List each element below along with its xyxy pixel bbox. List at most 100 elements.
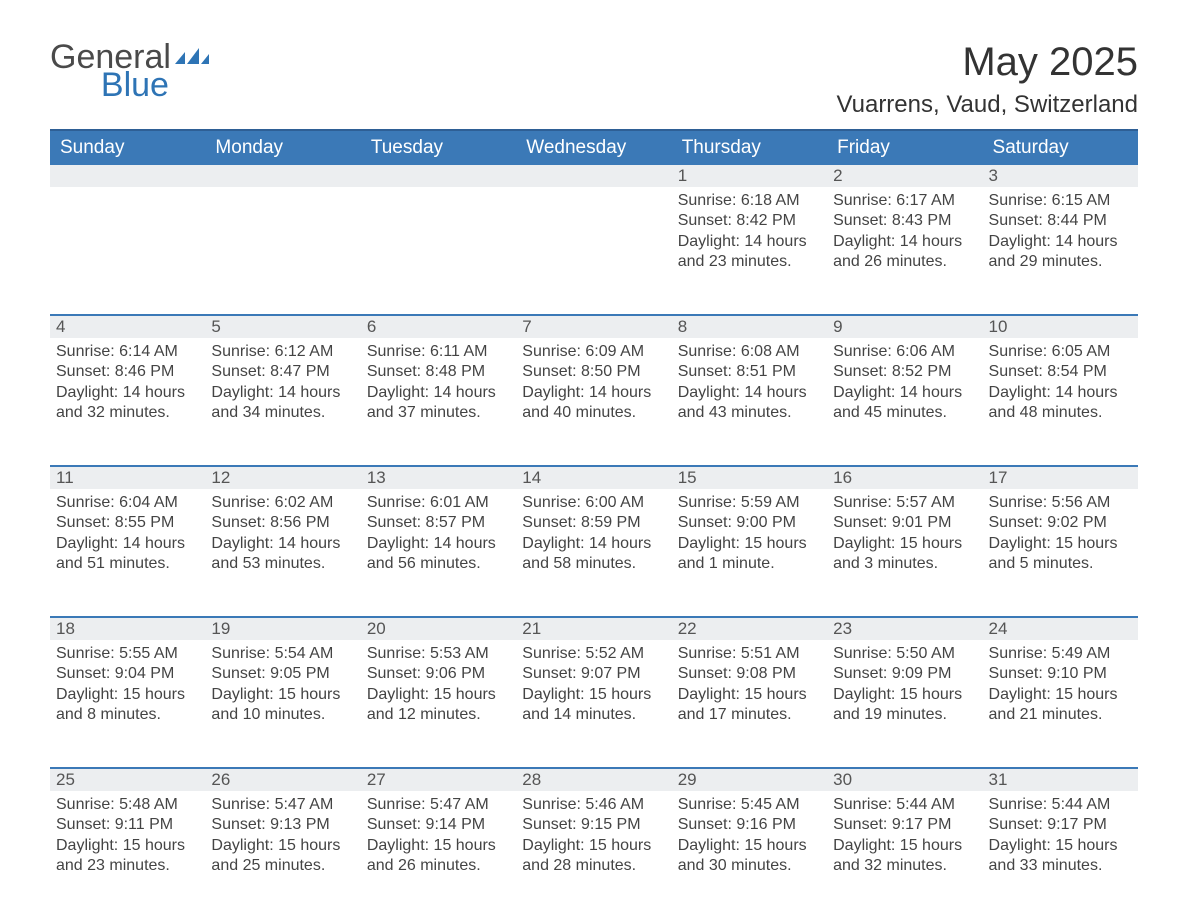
day-body-cell: Sunrise: 5:49 AMSunset: 9:10 PMDaylight:… xyxy=(983,640,1138,768)
day-number: 8 xyxy=(678,317,687,336)
sunrise-text: Sunrise: 6:06 AM xyxy=(833,342,976,362)
day-body-cell: Sunrise: 5:47 AMSunset: 9:14 PMDaylight:… xyxy=(361,791,516,919)
daylight-text: Daylight: 15 hours and 19 minutes. xyxy=(833,685,976,726)
day-number-cell: 30 xyxy=(827,768,982,791)
day-number: 7 xyxy=(522,317,531,336)
day-number: 15 xyxy=(678,468,697,487)
daylight-text: Daylight: 15 hours and 12 minutes. xyxy=(367,685,510,726)
sunset-text: Sunset: 9:13 PM xyxy=(211,815,354,835)
sunset-text: Sunset: 8:51 PM xyxy=(678,362,821,382)
day-number: 19 xyxy=(211,619,230,638)
sunset-text: Sunset: 9:01 PM xyxy=(833,513,976,533)
day-body-cell: Sunrise: 5:57 AMSunset: 9:01 PMDaylight:… xyxy=(827,489,982,617)
day-number-cell: 29 xyxy=(672,768,827,791)
sunrise-text: Sunrise: 5:44 AM xyxy=(989,795,1132,815)
daylight-text: Daylight: 15 hours and 25 minutes. xyxy=(211,836,354,877)
day-number-cell xyxy=(205,165,360,187)
day-number: 24 xyxy=(989,619,1008,638)
day-number-cell: 5 xyxy=(205,315,360,338)
header-row: General Blue May 2025 Vuarrens, Vaud, Sw… xyxy=(50,40,1138,119)
daylight-text: Daylight: 15 hours and 23 minutes. xyxy=(56,836,199,877)
title-block: May 2025 Vuarrens, Vaud, Switzerland xyxy=(837,40,1139,119)
sunrise-text: Sunrise: 6:09 AM xyxy=(522,342,665,362)
daylight-text: Daylight: 14 hours and 29 minutes. xyxy=(989,232,1132,273)
sunrise-text: Sunrise: 5:44 AM xyxy=(833,795,976,815)
day-number: 2 xyxy=(833,166,842,185)
day-number-cell xyxy=(516,165,671,187)
day-body-cell: Sunrise: 5:53 AMSunset: 9:06 PMDaylight:… xyxy=(361,640,516,768)
day-number-cell: 24 xyxy=(983,617,1138,640)
day-body-cell: Sunrise: 6:15 AMSunset: 8:44 PMDaylight:… xyxy=(983,187,1138,315)
sunset-text: Sunset: 8:50 PM xyxy=(522,362,665,382)
sunrise-text: Sunrise: 6:18 AM xyxy=(678,191,821,211)
day-body-cell: Sunrise: 6:02 AMSunset: 8:56 PMDaylight:… xyxy=(205,489,360,617)
day-number-cell: 17 xyxy=(983,466,1138,489)
day-number: 27 xyxy=(367,770,386,789)
sunrise-text: Sunrise: 6:01 AM xyxy=(367,493,510,513)
day-body-cell: Sunrise: 5:59 AMSunset: 9:00 PMDaylight:… xyxy=(672,489,827,617)
sunset-text: Sunset: 8:52 PM xyxy=(833,362,976,382)
day-body-cell: Sunrise: 5:45 AMSunset: 9:16 PMDaylight:… xyxy=(672,791,827,919)
day-number: 11 xyxy=(56,468,74,487)
day-number-cell: 21 xyxy=(516,617,671,640)
daylight-text: Daylight: 14 hours and 23 minutes. xyxy=(678,232,821,273)
daylight-text: Daylight: 15 hours and 17 minutes. xyxy=(678,685,821,726)
day-body-cell: Sunrise: 5:44 AMSunset: 9:17 PMDaylight:… xyxy=(983,791,1138,919)
sunrise-text: Sunrise: 6:17 AM xyxy=(833,191,976,211)
day-body-cell: Sunrise: 5:46 AMSunset: 9:15 PMDaylight:… xyxy=(516,791,671,919)
day-number-cell: 19 xyxy=(205,617,360,640)
day-number-cell: 15 xyxy=(672,466,827,489)
sunset-text: Sunset: 9:17 PM xyxy=(833,815,976,835)
sunrise-text: Sunrise: 6:04 AM xyxy=(56,493,199,513)
sunrise-text: Sunrise: 5:45 AM xyxy=(678,795,821,815)
daylight-text: Daylight: 15 hours and 1 minute. xyxy=(678,534,821,575)
day-number: 10 xyxy=(989,317,1008,336)
day-number-cell: 20 xyxy=(361,617,516,640)
day-body-cell: Sunrise: 6:18 AMSunset: 8:42 PMDaylight:… xyxy=(672,187,827,315)
sunset-text: Sunset: 8:47 PM xyxy=(211,362,354,382)
daylight-text: Daylight: 14 hours and 43 minutes. xyxy=(678,383,821,424)
sunrise-text: Sunrise: 5:47 AM xyxy=(367,795,510,815)
day-number-cell: 18 xyxy=(50,617,205,640)
day-number-cell: 8 xyxy=(672,315,827,338)
day-header: Tuesday xyxy=(361,130,516,165)
sunrise-text: Sunrise: 6:11 AM xyxy=(367,342,510,362)
daylight-text: Daylight: 14 hours and 53 minutes. xyxy=(211,534,354,575)
calendar-header: SundayMondayTuesdayWednesdayThursdayFrid… xyxy=(50,130,1138,165)
day-body-cell xyxy=(205,187,360,315)
day-body-cell: Sunrise: 5:50 AMSunset: 9:09 PMDaylight:… xyxy=(827,640,982,768)
daylight-text: Daylight: 15 hours and 30 minutes. xyxy=(678,836,821,877)
daylight-text: Daylight: 15 hours and 10 minutes. xyxy=(211,685,354,726)
sunrise-text: Sunrise: 5:48 AM xyxy=(56,795,199,815)
sunrise-text: Sunrise: 5:53 AM xyxy=(367,644,510,664)
day-body-cell: Sunrise: 6:14 AMSunset: 8:46 PMDaylight:… xyxy=(50,338,205,466)
sunrise-text: Sunrise: 5:52 AM xyxy=(522,644,665,664)
day-body-cell: Sunrise: 5:56 AMSunset: 9:02 PMDaylight:… xyxy=(983,489,1138,617)
day-number-cell: 13 xyxy=(361,466,516,489)
day-body-cell: Sunrise: 6:12 AMSunset: 8:47 PMDaylight:… xyxy=(205,338,360,466)
sunset-text: Sunset: 9:14 PM xyxy=(367,815,510,835)
sunrise-text: Sunrise: 5:57 AM xyxy=(833,493,976,513)
day-number-cell: 7 xyxy=(516,315,671,338)
sunset-text: Sunset: 8:42 PM xyxy=(678,211,821,231)
day-number-cell: 6 xyxy=(361,315,516,338)
sunset-text: Sunset: 8:54 PM xyxy=(989,362,1132,382)
day-body-cell xyxy=(516,187,671,315)
brand-logo: General Blue xyxy=(50,40,209,102)
daylight-text: Daylight: 14 hours and 58 minutes. xyxy=(522,534,665,575)
daylight-text: Daylight: 15 hours and 32 minutes. xyxy=(833,836,976,877)
sunrise-text: Sunrise: 6:08 AM xyxy=(678,342,821,362)
day-number: 4 xyxy=(56,317,65,336)
sunset-text: Sunset: 8:57 PM xyxy=(367,513,510,533)
sunrise-text: Sunrise: 6:02 AM xyxy=(211,493,354,513)
day-number-cell: 14 xyxy=(516,466,671,489)
day-body-cell: Sunrise: 5:55 AMSunset: 9:04 PMDaylight:… xyxy=(50,640,205,768)
sunrise-text: Sunrise: 5:56 AM xyxy=(989,493,1132,513)
day-body-cell xyxy=(361,187,516,315)
sunrise-text: Sunrise: 5:46 AM xyxy=(522,795,665,815)
day-header: Friday xyxy=(827,130,982,165)
flag-icon xyxy=(175,46,209,66)
day-body-cell: Sunrise: 6:04 AMSunset: 8:55 PMDaylight:… xyxy=(50,489,205,617)
daylight-text: Daylight: 15 hours and 28 minutes. xyxy=(522,836,665,877)
day-number-cell: 27 xyxy=(361,768,516,791)
